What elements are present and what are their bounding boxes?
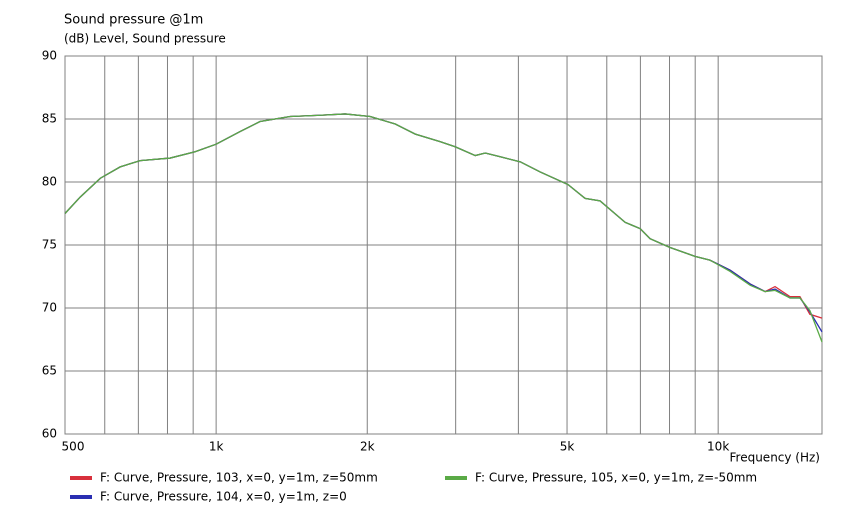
legend-swatch: [70, 495, 92, 499]
x-tick-label: 500: [62, 440, 85, 454]
legend-label: F: Curve, Pressure, 105, x=0, y=1m, z=-5…: [475, 471, 757, 485]
series-line: [64, 113, 823, 343]
legend-label: F: Curve, Pressure, 104, x=0, y=1m, z=0: [100, 490, 347, 504]
x-tick-label: 10k: [707, 440, 729, 454]
x-axis-label: Frequency (Hz): [730, 451, 821, 465]
legend-swatch: [445, 476, 467, 480]
y-tick-label: 60: [42, 427, 57, 441]
y-axis-label: (dB) Level, Sound pressure: [64, 32, 226, 46]
y-tick-label: 75: [42, 238, 57, 252]
chart-title: Sound pressure @1m: [64, 13, 203, 28]
y-tick-label: 80: [42, 175, 57, 189]
y-tick-label: 70: [42, 301, 57, 315]
legend-label: F: Curve, Pressure, 103, x=0, y=1m, z=50…: [100, 471, 378, 485]
x-tick-label: 1k: [209, 440, 224, 454]
y-tick-label: 85: [42, 112, 57, 126]
x-tick-label: 2k: [360, 440, 375, 454]
legend-swatch: [70, 476, 92, 480]
y-tick-label: 65: [42, 364, 57, 378]
x-tick-label: 5k: [560, 440, 575, 454]
y-tick-label: 90: [42, 49, 57, 63]
